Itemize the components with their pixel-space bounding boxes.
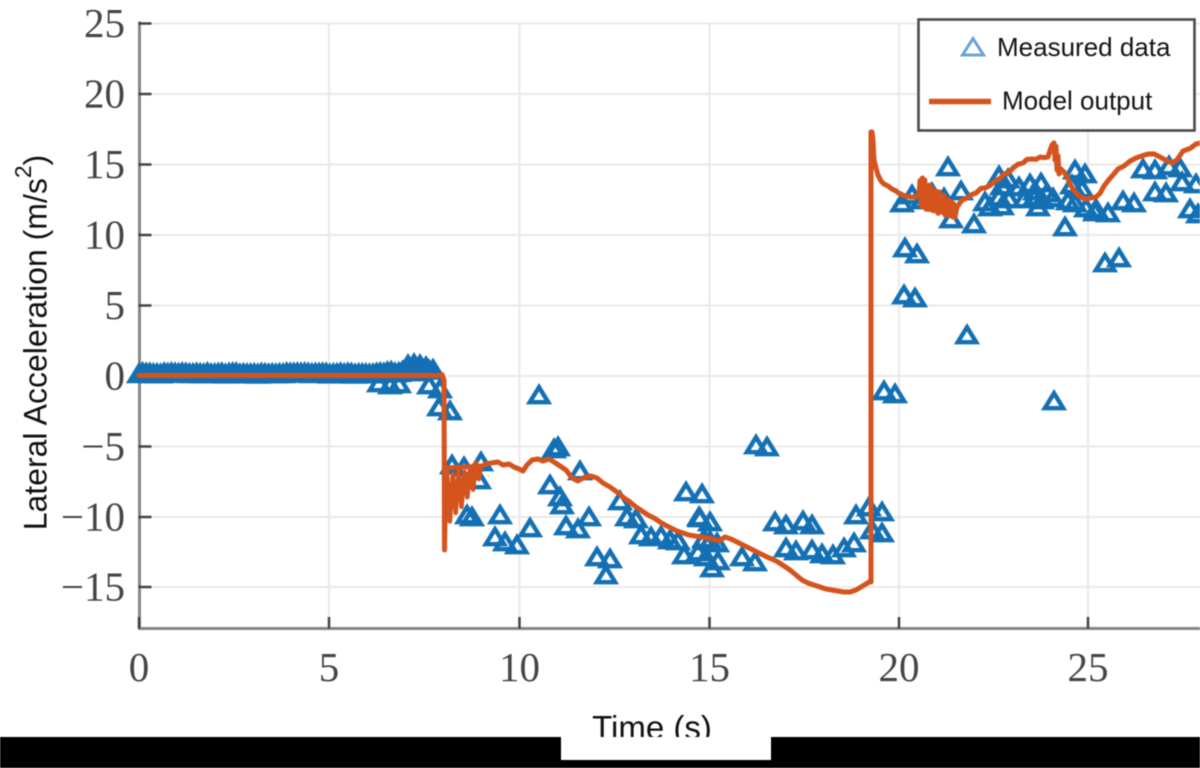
svg-text:10: 10 (499, 644, 540, 690)
svg-text:20: 20 (879, 644, 920, 690)
svg-text:15: 15 (689, 644, 730, 690)
svg-text:Lateral Acceleration (m/s2): Lateral Acceleration (m/s2) (10, 155, 54, 531)
svg-text:0: 0 (129, 644, 150, 690)
svg-text:Measured data: Measured data (997, 32, 1171, 62)
svg-text:Model output: Model output (1002, 86, 1153, 116)
svg-text:25: 25 (1068, 644, 1109, 690)
svg-text:25: 25 (84, 0, 125, 46)
svg-text:−10: −10 (61, 494, 125, 540)
svg-text:5: 5 (319, 644, 340, 690)
svg-text:−15: −15 (61, 564, 125, 610)
svg-text:0: 0 (105, 353, 126, 399)
svg-text:−5: −5 (81, 423, 125, 469)
svg-text:15: 15 (84, 141, 125, 187)
svg-text:20: 20 (84, 71, 125, 117)
svg-text:5: 5 (105, 282, 126, 328)
svg-text:10: 10 (84, 212, 125, 258)
